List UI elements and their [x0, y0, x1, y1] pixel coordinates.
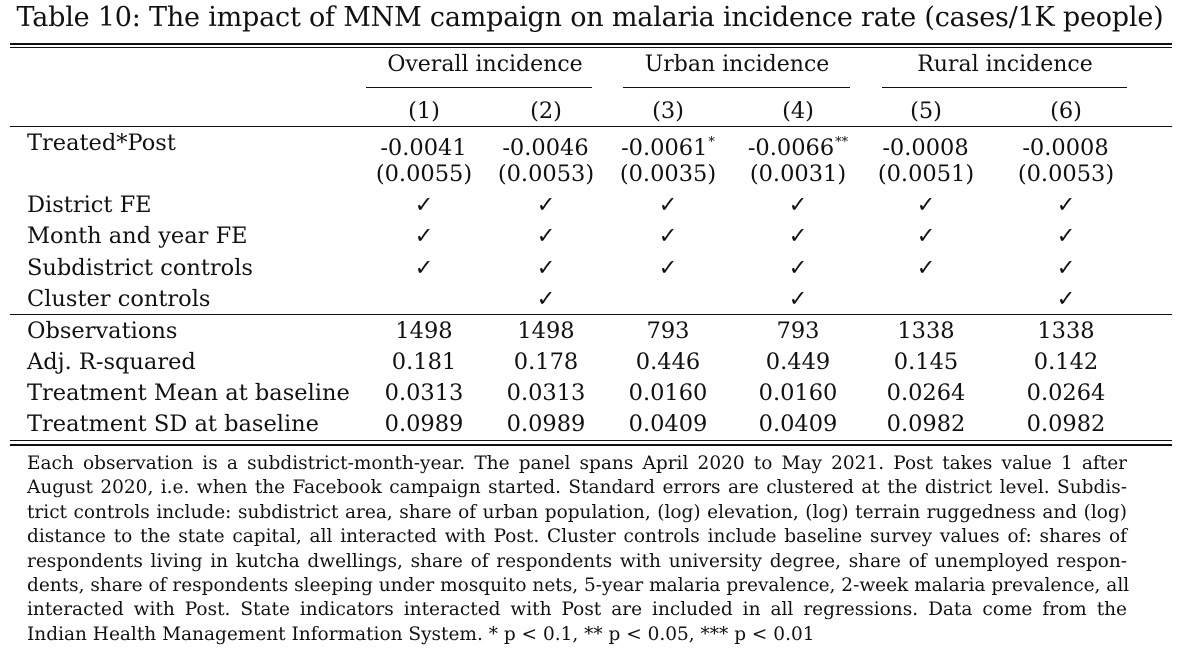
stat-value: 0.142 [1033, 349, 1099, 375]
stat-value: 0.0982 [886, 411, 966, 437]
stat-value: 0.0409 [628, 411, 708, 437]
note-line: August 2020, i.e. when the Facebook camp… [27, 477, 1127, 499]
stat-value: 0.145 [893, 349, 959, 375]
stat-value: 0.181 [391, 349, 457, 375]
row-label: Treatment Mean at baseline [27, 380, 350, 406]
note-line: trict controls include: subdistrict area… [27, 501, 1127, 523]
stat-value: 1498 [395, 318, 453, 344]
standard-error: (0.0055) [375, 161, 473, 187]
check-icon: ✓ [414, 192, 434, 218]
coefficient: -0.0061* [621, 135, 715, 161]
stat-value: 1338 [1037, 318, 1095, 344]
group-underline-overall [366, 87, 592, 89]
column-number: (2) [530, 98, 562, 124]
standard-error: (0.0035) [619, 161, 717, 187]
column-number: (1) [408, 98, 440, 124]
stat-value: 793 [646, 318, 690, 344]
row-label: Treatment SD at baseline [27, 411, 319, 437]
group-header-overall: Overall incidence [387, 52, 583, 77]
bottom-rule-2 [10, 444, 1172, 446]
standard-error: (0.0053) [1017, 161, 1115, 187]
check-icon: ✓ [916, 223, 936, 249]
standard-error: (0.0051) [877, 161, 975, 187]
stat-value: 793 [776, 318, 820, 344]
header-rule [10, 126, 1172, 128]
column-number: (6) [1050, 98, 1082, 124]
column-number: (5) [910, 98, 942, 124]
top-rule [10, 43, 1172, 45]
stat-value: 0.0982 [1026, 411, 1106, 437]
row-label: Month and year FE [27, 223, 248, 249]
stat-value: 0.446 [635, 349, 701, 375]
mid-rule [10, 314, 1172, 316]
check-icon: ✓ [536, 223, 556, 249]
column-number: (3) [652, 98, 684, 124]
check-icon: ✓ [658, 255, 678, 281]
row-label: Treated*Post [27, 130, 176, 156]
check-icon: ✓ [536, 255, 556, 281]
coefficient: -0.0008 [1022, 135, 1109, 161]
stat-value: 0.0264 [1026, 380, 1106, 406]
group-underline-urban [623, 87, 850, 89]
check-icon: ✓ [788, 286, 808, 312]
stat-value: 0.0989 [384, 411, 464, 437]
coefficient: -0.0066** [747, 135, 849, 161]
stat-value: 0.0313 [384, 380, 464, 406]
standard-error: (0.0031) [749, 161, 847, 187]
coefficient: -0.0046 [502, 135, 589, 161]
stat-value: 0.0989 [506, 411, 586, 437]
check-icon: ✓ [1056, 255, 1076, 281]
note-line: distance to the state capital, all inter… [27, 526, 1127, 548]
top-rule-2 [10, 46, 1172, 48]
row-label: Subdistrict controls [27, 255, 253, 281]
note-line: dents, share of respondents sleeping und… [27, 575, 1130, 597]
column-number: (4) [782, 98, 814, 124]
check-icon: ✓ [536, 192, 556, 218]
stat-value: 0.449 [765, 349, 831, 375]
check-icon: ✓ [916, 255, 936, 281]
check-icon: ✓ [658, 223, 678, 249]
check-icon: ✓ [1056, 223, 1076, 249]
group-underline-rural [882, 87, 1127, 89]
check-icon: ✓ [788, 223, 808, 249]
coefficient: -0.0041 [380, 135, 467, 161]
table-notes: Each observation is a subdistrict-month-… [27, 452, 1130, 647]
check-icon: ✓ [536, 286, 556, 312]
standard-error: (0.0053) [497, 161, 595, 187]
note-line: interacted with Post. State indicators i… [27, 599, 1127, 621]
note-line: Indian Health Management Information Sys… [27, 623, 815, 645]
check-icon: ✓ [414, 255, 434, 281]
row-label: District FE [27, 192, 152, 218]
check-icon: ✓ [788, 255, 808, 281]
check-icon: ✓ [414, 223, 434, 249]
stat-value: 0.0313 [506, 380, 586, 406]
group-header-rural: Rural incidence [917, 52, 1093, 77]
note-line: Each observation is a subdistrict-month-… [27, 453, 1127, 474]
group-header-urban: Urban incidence [644, 52, 830, 77]
check-icon: ✓ [1056, 192, 1076, 218]
row-label: Observations [27, 318, 178, 344]
note-line: respondents living in kutcha dwellings, … [27, 550, 1127, 572]
stat-value: 0.0160 [758, 380, 838, 406]
table-caption: Table 10: The impact of MNM campaign on … [16, 2, 1164, 33]
check-icon: ✓ [1056, 286, 1076, 312]
coefficient: -0.0008 [882, 135, 969, 161]
stat-value: 1498 [517, 318, 575, 344]
stat-value: 0.0160 [628, 380, 708, 406]
stat-value: 1338 [897, 318, 955, 344]
stat-value: 0.0409 [758, 411, 838, 437]
check-icon: ✓ [658, 192, 678, 218]
bottom-rule [10, 440, 1172, 442]
stat-value: 0.178 [513, 349, 579, 375]
check-icon: ✓ [916, 192, 936, 218]
row-label: Cluster controls [27, 286, 211, 312]
row-label: Adj. R-squared [27, 349, 196, 375]
check-icon: ✓ [788, 192, 808, 218]
stat-value: 0.0264 [886, 380, 966, 406]
